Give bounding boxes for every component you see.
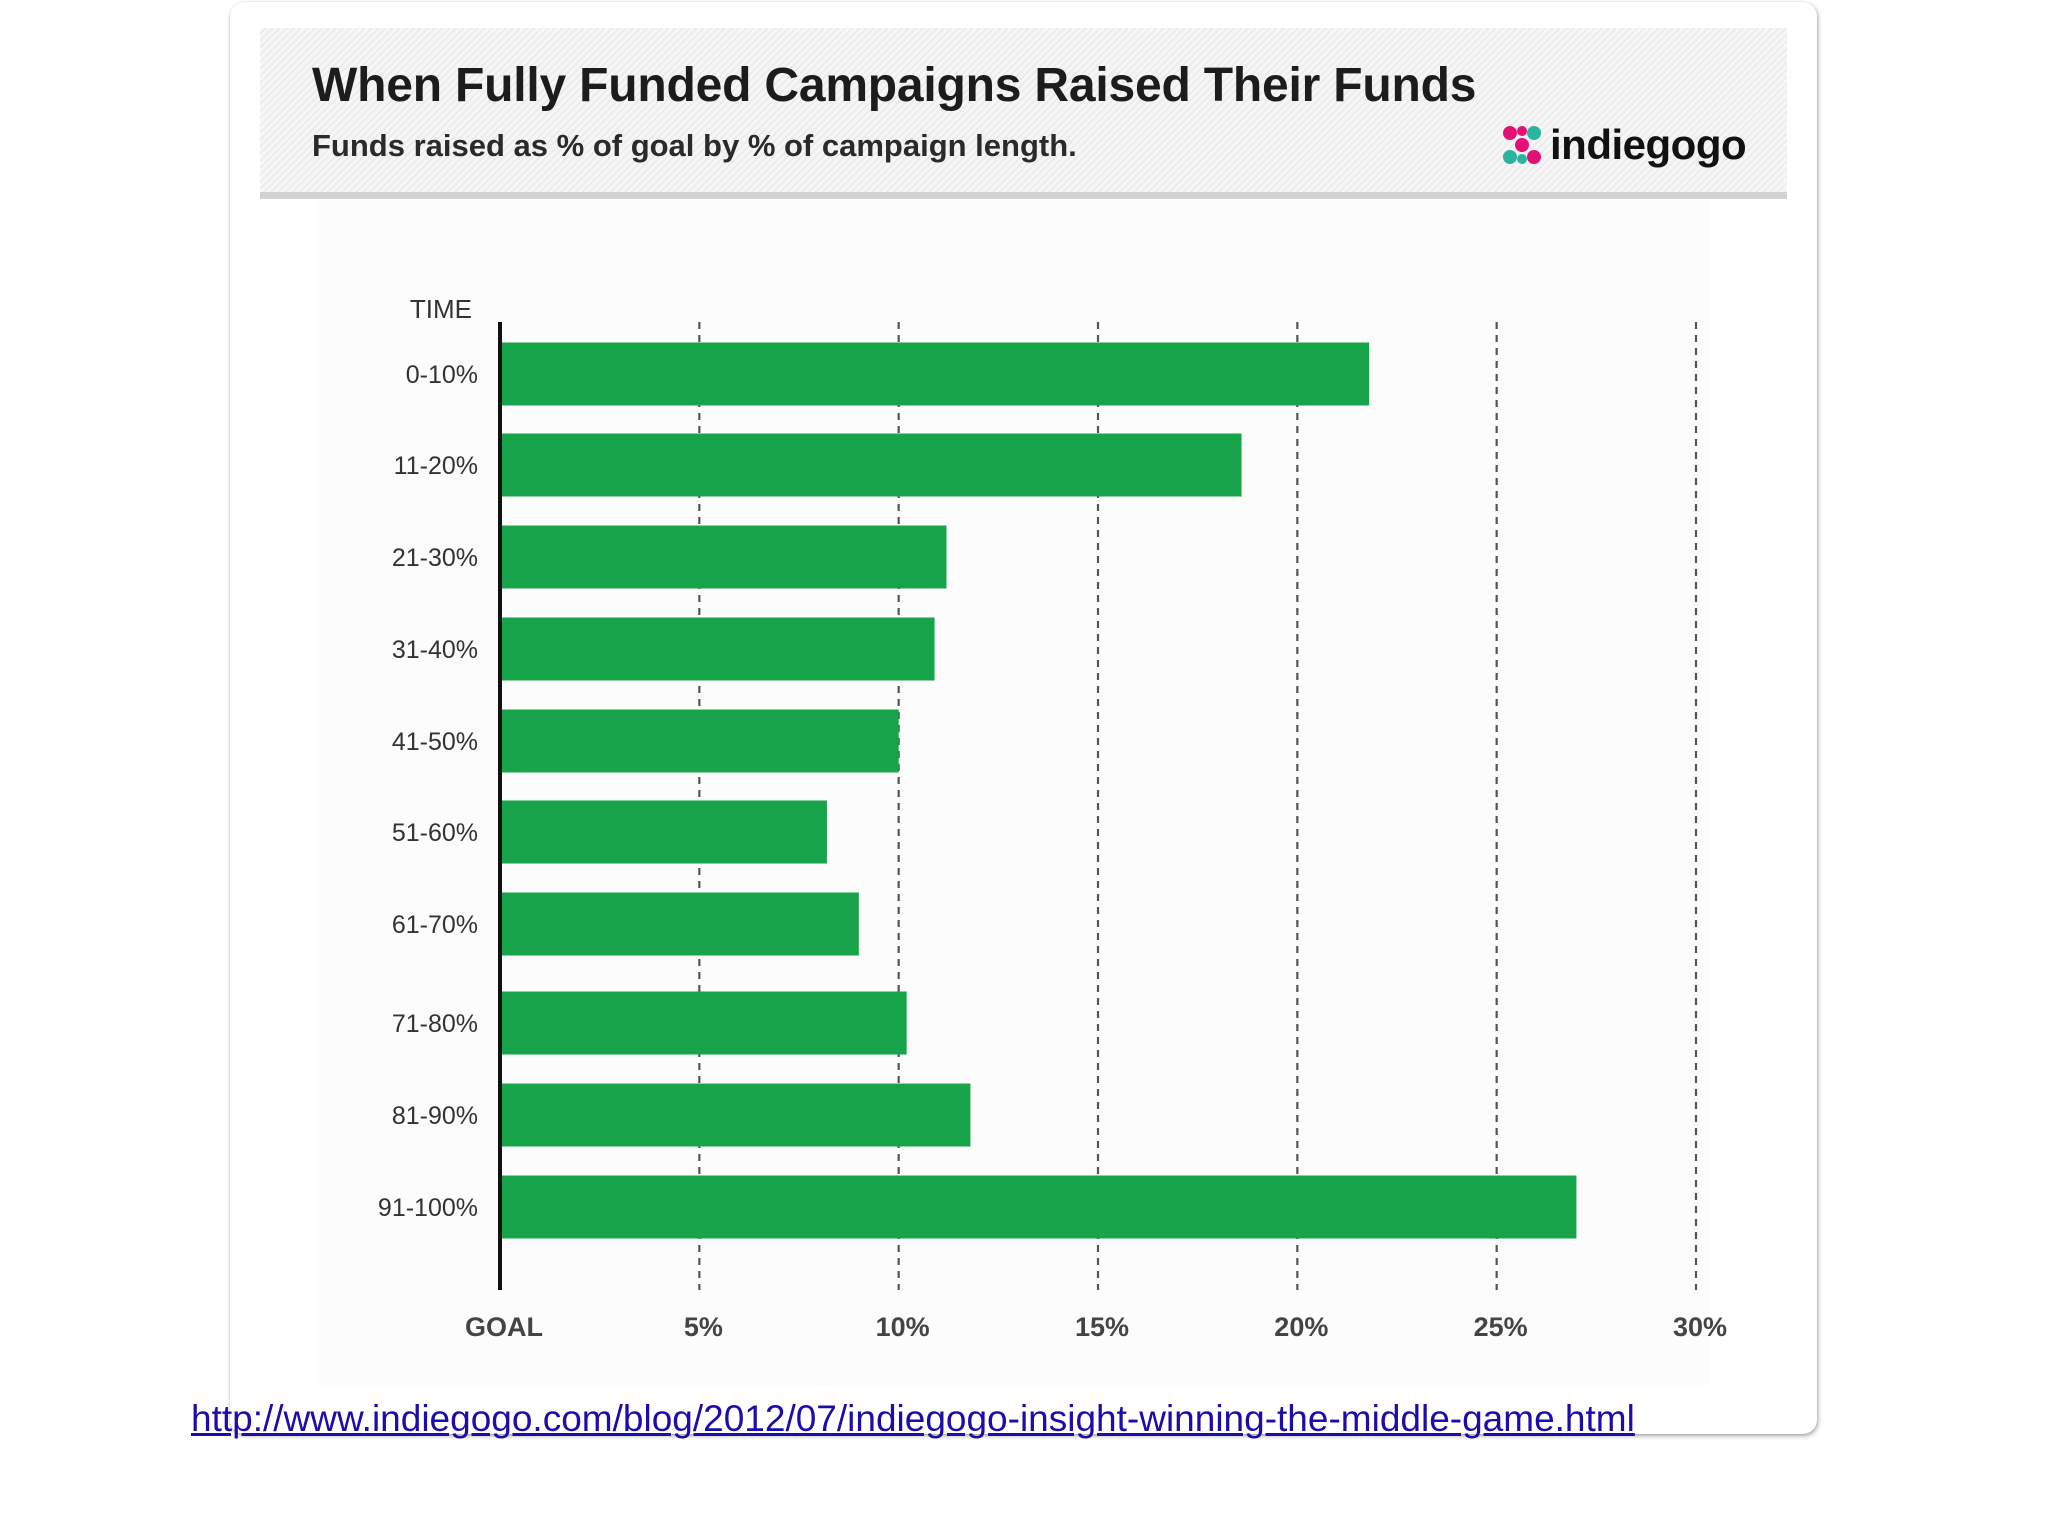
- x-tick-label: 30%: [1673, 1312, 1727, 1342]
- source-link[interactable]: http://www.indiegogo.com/blog/2012/07/in…: [191, 1398, 1635, 1439]
- bar: [502, 342, 1370, 406]
- y-axis-title: TIME: [410, 294, 472, 324]
- indiegogo-logo-icon: [1503, 126, 1541, 164]
- category-label: 91-100%: [378, 1194, 478, 1222]
- chart-subtitle: Funds raised as % of goal by % of campai…: [312, 128, 1077, 163]
- bar: [502, 800, 827, 864]
- bar: [502, 433, 1242, 497]
- category-label: 11-20%: [394, 452, 478, 480]
- bar: [502, 991, 907, 1055]
- bar: [502, 617, 935, 681]
- indiegogo-logo: indiegogo: [1500, 120, 1747, 170]
- category-label: 71-80%: [392, 1010, 478, 1038]
- bar: [502, 709, 899, 773]
- category-label: 0-10%: [406, 361, 478, 389]
- category-label: 31-40%: [392, 636, 478, 664]
- x-tick-label: GOAL: [465, 1312, 543, 1342]
- x-tick-label: 10%: [876, 1312, 930, 1342]
- bar: [502, 525, 947, 589]
- category-label: 21-30%: [392, 544, 478, 572]
- x-tick-label: 20%: [1274, 1312, 1328, 1342]
- x-tick-label: 25%: [1474, 1312, 1528, 1342]
- logo-text: indiegogo: [1550, 121, 1747, 168]
- category-label: 51-60%: [392, 819, 478, 847]
- category-label: 81-90%: [392, 1102, 478, 1130]
- category-label: 41-50%: [392, 728, 478, 756]
- x-tick-label: 15%: [1075, 1312, 1129, 1342]
- chart-title: When Fully Funded Campaigns Raised Their…: [312, 59, 1477, 112]
- x-tick-label: 5%: [684, 1312, 723, 1342]
- category-label: 61-70%: [392, 911, 478, 939]
- chart-header: When Fully Funded Campaigns Raised Their…: [260, 28, 1787, 199]
- bar: [502, 1175, 1577, 1239]
- bar: [502, 892, 859, 956]
- bar: [502, 1083, 971, 1147]
